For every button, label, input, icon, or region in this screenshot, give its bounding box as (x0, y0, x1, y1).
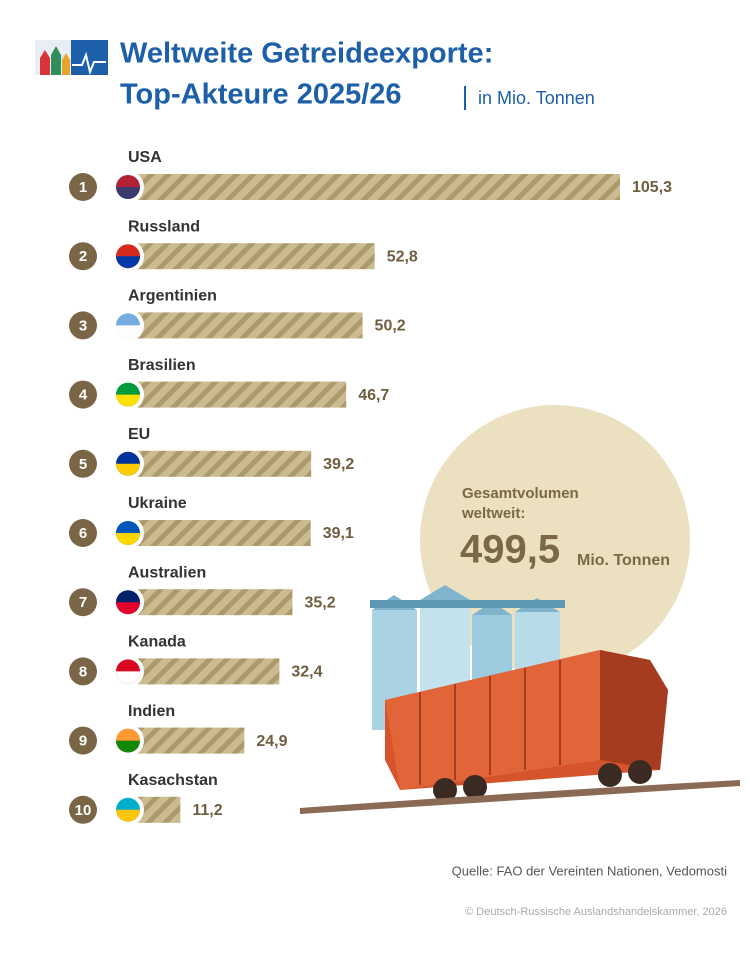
rank-number: 3 (79, 317, 87, 334)
total-unit: Mio. Tonnen (577, 552, 670, 569)
bar (128, 243, 375, 270)
rank-badge (69, 449, 97, 478)
bar (128, 450, 312, 477)
logo (35, 40, 108, 76)
category-label: Brasilien (128, 357, 196, 374)
category-label: Ukraine (128, 495, 187, 512)
rank-number: 6 (79, 525, 87, 542)
rank-number: 8 (79, 663, 87, 680)
bar (128, 381, 347, 408)
title: Weltweite Getreideexporte: (120, 38, 493, 70)
value-label: 50,2 (375, 318, 406, 335)
value-label: 32,4 (291, 664, 322, 681)
rank-badge (69, 657, 97, 686)
train-illustration (300, 585, 740, 814)
bar (128, 589, 293, 616)
rank-badge (69, 173, 97, 201)
flag (116, 256, 140, 269)
value-label: 46,7 (358, 387, 389, 404)
subtitle: in Mio. Tonnen (478, 88, 595, 108)
bar (128, 312, 363, 339)
rank-badge (69, 795, 97, 824)
value-label: 52,8 (387, 248, 418, 265)
flag (116, 809, 140, 822)
category-label: EU (128, 426, 150, 443)
copyright: © Deutsch-Russische Auslandshandelskamme… (465, 906, 727, 918)
bar (128, 520, 311, 546)
category-label: Kasachstan (128, 772, 218, 789)
flag (116, 463, 140, 476)
flag (116, 602, 140, 615)
flag (116, 394, 140, 407)
value-label: 105,3 (632, 179, 672, 196)
value-label: 39,1 (323, 525, 354, 542)
rank-number: 5 (79, 456, 87, 473)
bar (128, 174, 620, 200)
rank-badge (69, 311, 97, 340)
value-label: 35,2 (304, 594, 335, 611)
bar (128, 658, 280, 685)
rank-number: 9 (79, 733, 87, 750)
category-label: Indien (128, 703, 175, 720)
flag (116, 533, 140, 545)
rank-badge (69, 519, 97, 547)
value-label: 24,9 (256, 733, 287, 750)
category-label: Argentinien (128, 288, 217, 305)
title: Top-Akteure 2025/26 (120, 79, 402, 111)
value-label: 11,2 (192, 802, 222, 819)
total-value: 499,5 (460, 528, 560, 572)
flag (116, 325, 140, 338)
category-label: USA (128, 149, 162, 166)
total-label: Gesamtvolumen weltweit: (461, 485, 579, 522)
category-label: Kanada (128, 634, 186, 651)
rank-number: 1 (79, 179, 87, 196)
rank-number: 4 (79, 387, 88, 404)
rank-badge (69, 588, 97, 617)
flag (116, 187, 140, 199)
rank-number: 10 (75, 802, 92, 819)
bar (128, 727, 245, 754)
flag (116, 671, 140, 684)
rank-badge (69, 380, 97, 409)
category-label: Russland (128, 218, 200, 235)
value-label: 39,2 (323, 456, 354, 473)
source: Quelle: FAO der Vereinten Nationen, Vedo… (452, 863, 727, 878)
rank-badge (69, 242, 97, 271)
rank-badge (69, 726, 97, 755)
category-label: Australien (128, 564, 206, 581)
flag (116, 740, 140, 753)
rank-number: 2 (79, 248, 87, 265)
rank-number: 7 (79, 594, 87, 611)
